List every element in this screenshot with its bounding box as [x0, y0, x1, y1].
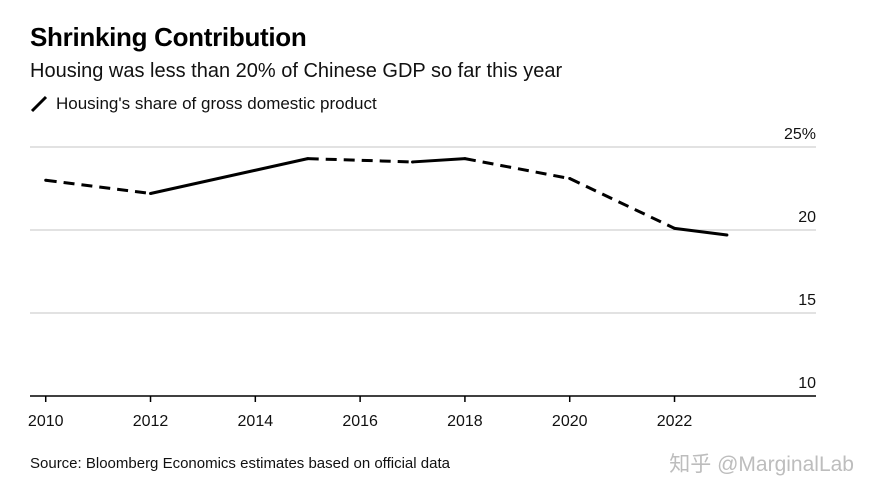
data-point-2012: [149, 191, 153, 195]
series-0-segment-2012-2015: [150, 157, 309, 195]
x-tick-label-2012: 2012: [133, 413, 169, 430]
series-0-segment-2015-2017: [307, 157, 413, 164]
series-0-segment-2017-2018: [412, 157, 466, 164]
data-point-2022: [673, 226, 677, 230]
chart-title: Shrinking Contribution: [30, 22, 307, 52]
data-point-2018: [463, 157, 467, 161]
watermark: 知乎 @MarginalLab: [669, 453, 854, 476]
series-0-segment-2018-2020: [464, 157, 571, 181]
legend-line-icon: [30, 95, 48, 113]
y-tick-label-15: 15: [798, 292, 816, 309]
legend-label: Housing's share of gross domestic produc…: [56, 94, 377, 113]
data-point-2020: [568, 177, 572, 181]
x-tick-label-2020: 2020: [552, 413, 588, 430]
chart-subtitle: Housing was less than 20% of Chinese GDP…: [30, 60, 563, 82]
source-note: Source: Bloomberg Economics estimates ba…: [30, 455, 450, 472]
x-tick-label-2016: 2016: [342, 413, 378, 430]
y-tick-label-10: 10: [798, 375, 816, 392]
data-point-2015: [306, 157, 310, 161]
x-tick-label-2014: 2014: [238, 413, 274, 430]
y-tick-label-20: 20: [798, 209, 816, 226]
series-0-segment-2022-2023: [674, 226, 728, 237]
data-point-2023: [725, 233, 729, 237]
x-tick-label-2010: 2010: [28, 413, 64, 430]
y-tick-label-25: 25%: [784, 126, 816, 143]
series-0-segment-2010-2012: [45, 178, 151, 195]
series-0-segment-2020-2022: [569, 177, 676, 230]
x-tick-label-2018: 2018: [447, 413, 483, 430]
legend: Housing's share of gross domestic produc…: [30, 94, 377, 114]
data-point-2010: [44, 178, 48, 182]
data-point-2017: [411, 160, 415, 164]
x-tick-label-2022: 2022: [657, 413, 693, 430]
